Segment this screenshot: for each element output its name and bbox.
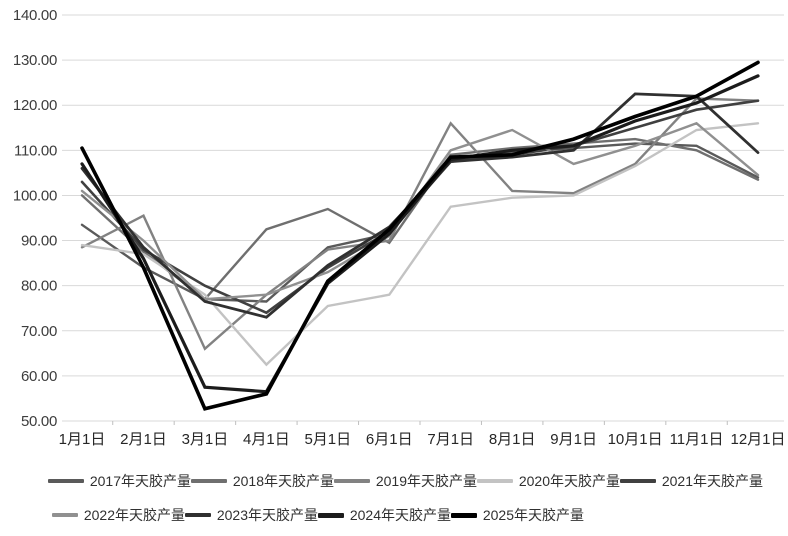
- plot-area: 50.00 60.00 70.00 80.00 90.00 100.00 110.00 120…: [13, 7, 786, 448]
- y-axis-tick-label: 100.00: [13, 187, 57, 204]
- legend-label: 2022年天胶产量: [83, 507, 185, 523]
- legend-label: 2025年天胶产量: [482, 507, 584, 523]
- x-axis-tick-label: 6月1日: [366, 431, 413, 448]
- legend-item-2019年天胶产量: 2019年天胶产量: [334, 474, 477, 488]
- legend-item-2018年天胶产量: 2018年天胶产量: [191, 474, 334, 488]
- x-axis-tick-label: 12月1日: [730, 431, 785, 448]
- legend-item-2021年天胶产量: 2021年天胶产量: [620, 474, 763, 488]
- y-axis-tick-label: 140.00: [13, 7, 57, 24]
- legend-row-2: 2022年天胶产量 2023年天胶产量 2024年天胶产量 2025年天胶产量: [0, 498, 788, 532]
- y-axis-tick-label: 90.00: [21, 233, 57, 250]
- legend-item-2024年天胶产量: 2024年天胶产量: [318, 508, 451, 522]
- x-axis-tick-label: 8月1日: [489, 431, 536, 448]
- chart-legend: 2017年天胶产量 2018年天胶产量 2019年天胶产量 2020年天胶产量 2021…: [0, 464, 788, 532]
- series-line-2025年天胶产量: [80, 60, 760, 411]
- legend-swatch-icon: [52, 513, 78, 517]
- x-axis-tick-label: 3月1日: [182, 431, 229, 448]
- legend-label: 2020年天胶产量: [518, 473, 620, 489]
- y-axis-tick-label: 80.00: [21, 278, 57, 295]
- x-axis-tick-label: 1月1日: [59, 431, 106, 448]
- x-axis-tick-label: 5月1日: [304, 431, 351, 448]
- legend-label: 2017年天胶产量: [89, 473, 191, 489]
- legend-label: 2018年天胶产量: [232, 473, 334, 489]
- legend-label: 2023年天胶产量: [216, 507, 318, 523]
- legend-swatch-icon: [334, 479, 370, 483]
- y-axis-tick-label: 70.00: [21, 323, 57, 340]
- x-axis-tick-label: 11月1日: [670, 431, 724, 448]
- series-line-2024年天胶产量: [80, 74, 760, 394]
- legend-item-2017年天胶产量: 2017年天胶产量: [48, 474, 191, 488]
- legend-swatch-icon: [48, 479, 84, 483]
- y-axis-tick-label: 130.00: [13, 52, 57, 69]
- legend-item-2022年天胶产量: 2022年天胶产量: [52, 508, 185, 522]
- x-axis-tick-label: 7月1日: [427, 431, 474, 448]
- legend-swatch-icon: [191, 479, 227, 483]
- series-line-2018年天胶产量: [80, 137, 760, 301]
- y-axis-tick-label: 60.00: [21, 368, 57, 385]
- x-axis-tick-label: 9月1日: [550, 431, 597, 448]
- series-line-2020年天胶产量: [80, 122, 760, 367]
- legend-swatch-icon: [185, 513, 211, 517]
- legend-label: 2019年天胶产量: [375, 473, 477, 489]
- y-axis-tick-label: 110.00: [14, 142, 57, 159]
- legend-swatch-icon: [620, 479, 656, 483]
- series-line-2023年天胶产量: [80, 92, 760, 319]
- x-axis-tick-label: 10月1日: [608, 431, 663, 448]
- y-axis-tick-label: 50.00: [21, 413, 57, 430]
- x-axis-tick-label: 4月1日: [243, 431, 290, 448]
- x-axis-tick-label: 2月1日: [120, 431, 167, 448]
- legend-label: 2024年天胶产量: [349, 507, 451, 523]
- legend-item-2020年天胶产量: 2020年天胶产量: [477, 474, 620, 488]
- legend-swatch-icon: [451, 512, 477, 518]
- legend-label: 2021年天胶产量: [661, 473, 763, 489]
- series-line-2019年天胶产量: [80, 97, 760, 351]
- legend-item-2023年天胶产量: 2023年天胶产量: [185, 508, 318, 522]
- legend-swatch-icon: [477, 479, 513, 483]
- legend-item-2025年天胶产量: 2025年天胶产量: [451, 508, 584, 522]
- legend-swatch-icon: [318, 512, 344, 518]
- y-axis-tick-label: 120.00: [13, 97, 57, 114]
- legend-row-1: 2017年天胶产量 2018年天胶产量 2019年天胶产量 2020年天胶产量 2021…: [0, 464, 788, 498]
